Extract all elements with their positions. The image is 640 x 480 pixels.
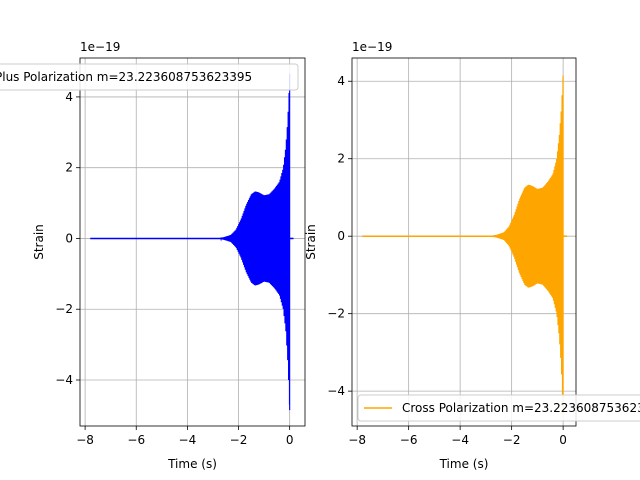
y-tick-label: −4: [327, 384, 345, 398]
x-tick-label: −8: [348, 433, 366, 447]
legend-label: Plus Polarization m=23.223608753623395: [0, 70, 252, 84]
series-waveform: [493, 75, 564, 415]
y-tick-label: 2: [65, 161, 73, 175]
x-axis-label: Time (s): [439, 457, 489, 471]
x-tick-label: −8: [76, 433, 94, 447]
y-tick-label: 0: [337, 229, 345, 243]
axes-frame: [79, 57, 306, 427]
legend-label: Cross Polarization m=23.223608753623395: [402, 401, 640, 415]
x-tick-label: 0: [559, 433, 567, 447]
cross-polarization-panel: −8 −6 −4 −2 0 −4 −2 0 2 4 1e−19 Time (s) Strain Cross…: [304, 40, 640, 471]
x-tick-label: −4: [179, 433, 197, 447]
y-axis-label: Strain: [304, 224, 318, 260]
x-tick-label: −6: [127, 433, 145, 447]
x-tick-label: −4: [451, 433, 469, 447]
y-tick-label: 0: [65, 231, 73, 245]
y-tick-label: 4: [65, 90, 73, 104]
legend-box: [0, 63, 299, 91]
y-offset-label: 1e−19: [352, 40, 392, 54]
x-tick-label: −2: [230, 433, 248, 447]
y-offset-label: 1e−19: [80, 40, 120, 54]
y-axis-label: Strain: [32, 224, 46, 260]
plus-polarization-panel: −8 −6 −4 −2 0 −4 −2 0 2 4 1e−19 Time (s) Strain Plus …: [0, 40, 306, 471]
legend-box: [357, 394, 640, 422]
series-waveform: [220, 73, 291, 411]
legend: Plus Polarization m=23.223608753623395: [0, 63, 299, 91]
x-tick-label: −6: [400, 433, 418, 447]
x-tick-label: −2: [503, 433, 521, 447]
y-tick-label: −2: [327, 307, 345, 321]
axes-frame: [351, 57, 577, 427]
legend: Cross Polarization m=23.223608753623395: [357, 394, 640, 422]
y-tick-label: 4: [337, 74, 345, 88]
x-tick-label: 0: [286, 433, 294, 447]
y-tick-label: −2: [55, 302, 73, 316]
y-tick-label: −4: [55, 373, 73, 387]
y-tick-label: 2: [337, 152, 345, 166]
x-axis-label: Time (s): [167, 457, 217, 471]
